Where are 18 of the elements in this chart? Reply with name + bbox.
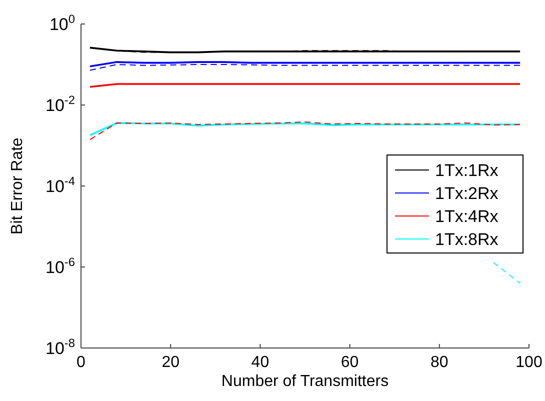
x-axis-title: Number of Transmitters (221, 373, 389, 390)
line-series (89, 122, 521, 140)
x-tick-label: 20 (162, 354, 180, 371)
y-tick-label: 10$^{-2}$ (46, 93, 76, 115)
legend-label: 1Tx:2Rx (435, 184, 499, 203)
y-axis-title: Bit Error Rate (9, 137, 26, 234)
y-tick-label: 10$^{-6}$ (46, 255, 76, 277)
legend-label: 1Tx:8Rx (435, 230, 499, 249)
x-tick-label: 40 (251, 354, 270, 371)
x-tick-label: 80 (430, 354, 448, 371)
x-tick-label: 60 (340, 354, 359, 371)
legend-label: 1Tx:1Rx (435, 161, 499, 180)
y-tick-label: 10$^{0}$ (49, 12, 76, 34)
x-tick-label: 100 (516, 354, 542, 371)
y-tick-label: 10$^{-8}$ (46, 336, 76, 358)
legend-label: 1Tx:4Rx (435, 207, 499, 226)
y-tick-label: 10$^{-4}$ (46, 174, 76, 196)
x-tick-label: 0 (76, 354, 86, 371)
